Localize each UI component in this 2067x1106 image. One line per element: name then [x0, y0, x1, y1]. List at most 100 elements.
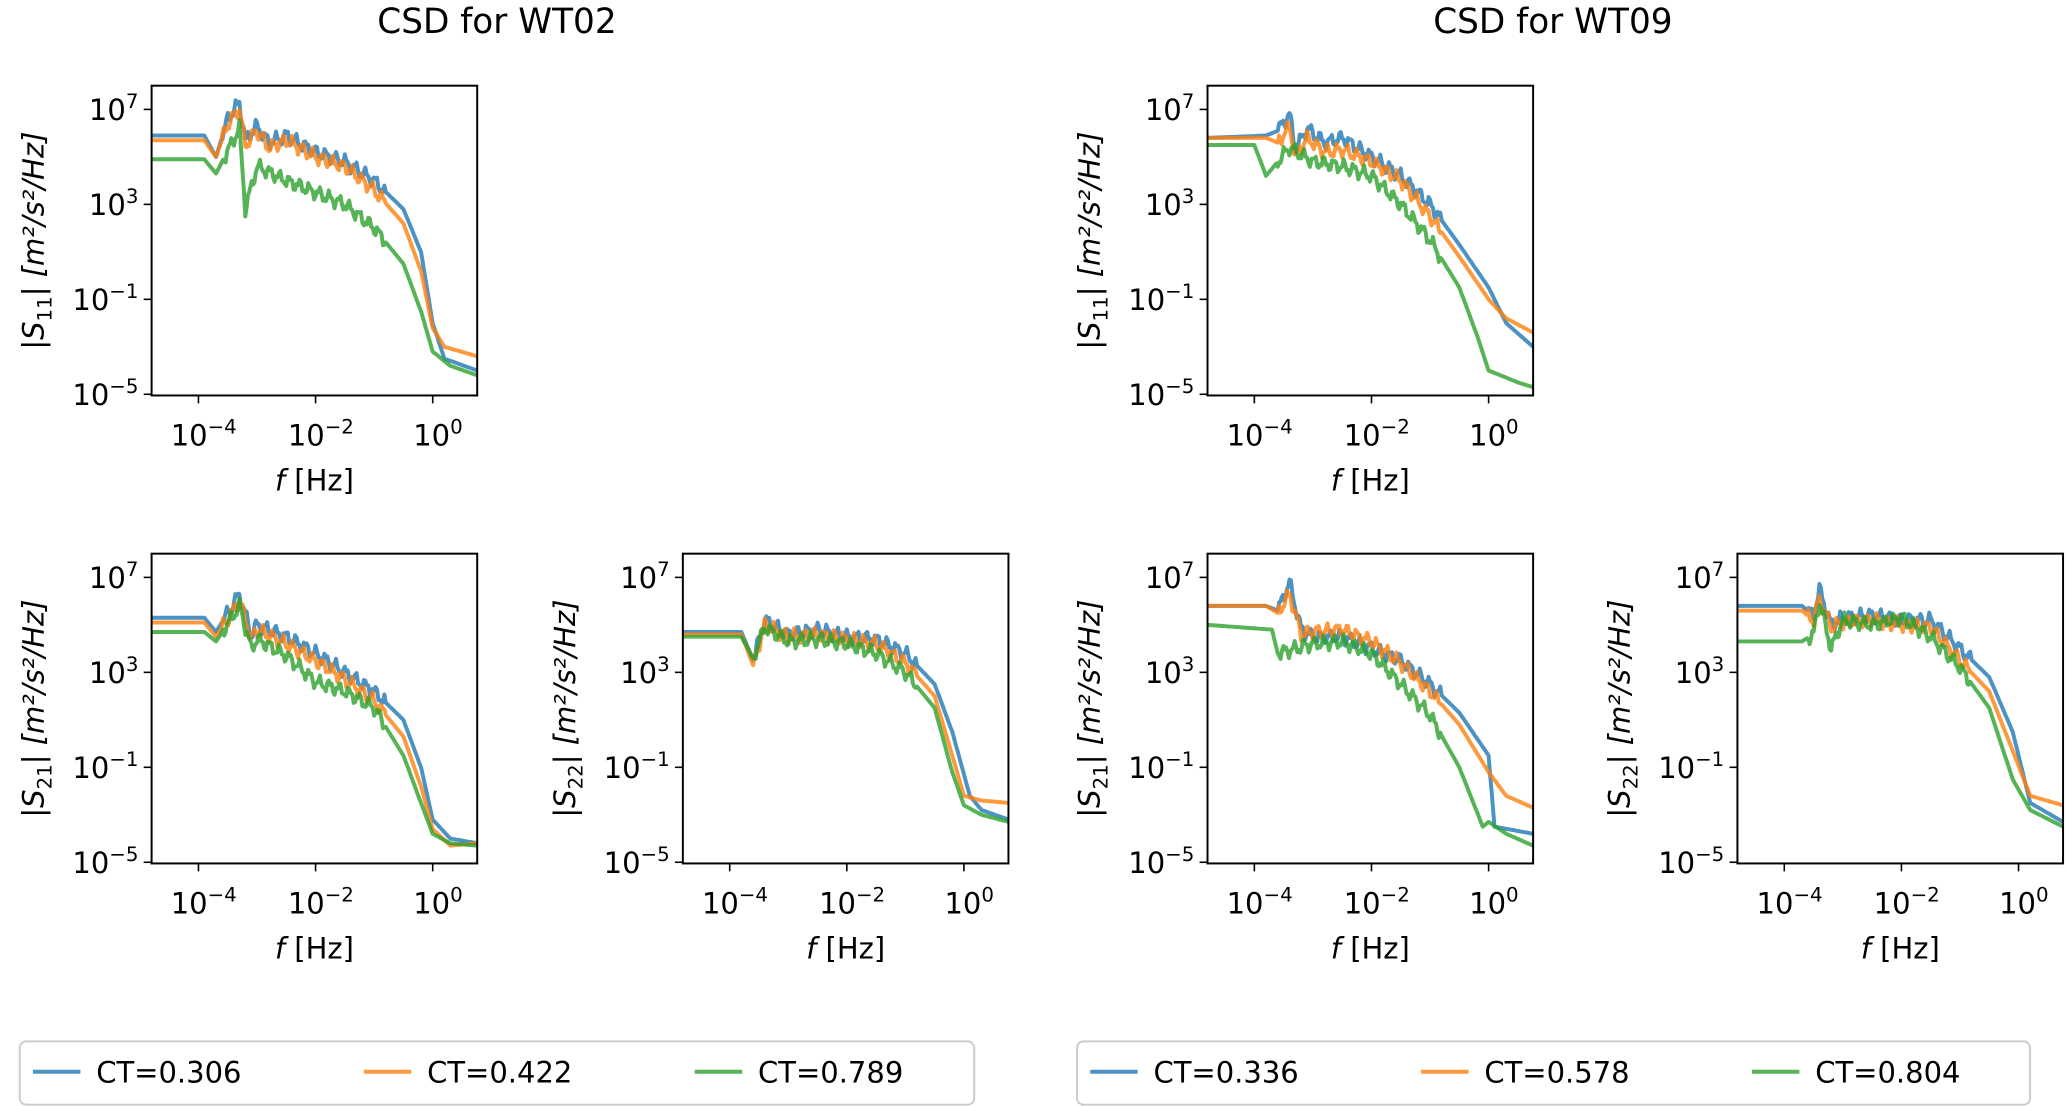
axes-frame — [150, 552, 479, 865]
y-tick-label: 10−5 — [1128, 843, 1194, 880]
tick-exponent: 0 — [450, 416, 463, 439]
tick-exponent: −1 — [1695, 748, 1724, 771]
legend-label: CT=0.578 — [1484, 1055, 1629, 1089]
y-label-bar: | — [1602, 745, 1636, 764]
x-label-unit: [Hz] — [1341, 463, 1410, 497]
series-line-CT=0.804 — [1207, 622, 1534, 848]
tick-exponent: −2 — [856, 884, 885, 907]
series-line-CT=0.336 — [1207, 111, 1534, 349]
x-tick-label: 10−4 — [171, 884, 237, 921]
tick-base: 10 — [1227, 887, 1264, 921]
x-tick-label: 10−2 — [1874, 884, 1940, 921]
y-label-subscript: 21 — [1089, 764, 1112, 789]
tick-base: 10 — [413, 887, 450, 921]
tick-base: 10 — [89, 656, 126, 690]
y-label-bar: | — [548, 808, 582, 818]
x-axis-label: f [Hz] — [1861, 931, 1940, 965]
x-label-unit: [Hz] — [1871, 931, 1940, 965]
series-lines — [1207, 111, 1534, 390]
x-tick-label: 10−4 — [1227, 884, 1293, 921]
x-tick-label: 100 — [413, 884, 462, 921]
series-line-CT=0.578 — [1737, 593, 2064, 808]
tick-base: 10 — [604, 846, 641, 880]
x-label-unit: [Hz] — [816, 931, 885, 965]
y-label-unit: [m²/s²/Hz] — [17, 131, 51, 277]
y-label-subscript: 11 — [1089, 296, 1112, 321]
x-tick-label: 100 — [1469, 416, 1518, 453]
y-tick-label: 107 — [89, 90, 138, 127]
y-tick-label: 10−1 — [72, 280, 138, 317]
x-label-unit: [Hz] — [285, 931, 354, 965]
tick-exponent: −4 — [1264, 416, 1293, 439]
series-line-CT=0.422 — [682, 616, 1009, 805]
tick-exponent: −2 — [325, 416, 354, 439]
tick-base: 10 — [1145, 656, 1182, 690]
legend-label: CT=0.422 — [427, 1055, 572, 1089]
series-line-CT=0.789 — [151, 596, 478, 848]
tick-exponent: −5 — [641, 843, 670, 866]
tick-base: 10 — [89, 561, 126, 595]
series-lines — [1737, 582, 2064, 829]
series-line-CT=0.422 — [151, 108, 478, 359]
tick-exponent: −5 — [109, 843, 138, 866]
series-line-CT=0.422 — [151, 600, 478, 848]
tick-base: 10 — [72, 283, 109, 317]
y-tick-label: 107 — [1145, 90, 1194, 127]
tick-exponent: 0 — [1506, 884, 1519, 907]
y-tick-label: 103 — [89, 185, 138, 222]
y-tick-label: 103 — [1675, 653, 1724, 690]
tick-base: 10 — [1128, 378, 1165, 412]
tick-base: 10 — [1757, 887, 1794, 921]
y-tick-label: 10−1 — [1658, 748, 1724, 785]
x-axis-label: f [Hz] — [806, 931, 885, 965]
tick-exponent: −2 — [325, 884, 354, 907]
x-tick-label: 10−2 — [288, 416, 354, 453]
tick-exponent: 3 — [1712, 653, 1725, 676]
tick-base: 10 — [620, 561, 657, 595]
y-tick-label: 103 — [89, 653, 138, 690]
tick-base: 10 — [288, 419, 325, 453]
tick-exponent: 3 — [1182, 653, 1195, 676]
tick-base: 10 — [72, 378, 109, 412]
tick-exponent: −2 — [1381, 416, 1410, 439]
y-label-bar: | — [17, 340, 51, 350]
series-line-CT=0.336 — [1207, 577, 1534, 836]
tick-base: 10 — [1128, 846, 1165, 880]
y-label-bar: | — [17, 277, 51, 296]
tick-exponent: −1 — [1165, 280, 1194, 303]
x-tick-label: 10−2 — [819, 884, 885, 921]
tick-base: 10 — [944, 887, 981, 921]
y-label-unit: [m²/s²/Hz] — [1072, 131, 1106, 277]
tick-base: 10 — [171, 419, 208, 453]
y-label-bar: | — [1072, 808, 1106, 818]
x-tick-label: 10−2 — [1344, 416, 1410, 453]
y-tick-label: 10−1 — [1128, 280, 1194, 317]
x-tick-label: 100 — [413, 416, 462, 453]
y-tick-label: 10−5 — [72, 843, 138, 880]
legend-box — [1076, 1040, 2032, 1106]
series-line-CT=0.578 — [1207, 120, 1534, 335]
x-tick-label: 100 — [1469, 884, 1518, 921]
series-line-CT=0.789 — [151, 118, 478, 378]
tick-base: 10 — [1469, 419, 1506, 453]
y-label-bar: | — [17, 808, 51, 818]
y-tick-label: 10−5 — [1128, 375, 1194, 412]
tick-base: 10 — [1128, 751, 1165, 785]
series-line-CT=0.578 — [1207, 588, 1534, 810]
legend-0: CT=0.306 CT=0.422 CT=0.789 — [18, 1040, 976, 1106]
axes-frame — [1206, 84, 1535, 397]
y-label-unit: [m²/s²/Hz] — [1602, 599, 1636, 745]
tick-exponent: 7 — [1182, 90, 1195, 113]
tick-exponent: 0 — [2036, 884, 2049, 907]
y-tick-label: 10−5 — [1658, 843, 1724, 880]
y-axis-label: |S21| [m²/s²/Hz] — [17, 599, 57, 817]
tick-exponent: −4 — [208, 416, 237, 439]
group-title-wt09: CSD for WT09 — [1433, 2, 1672, 42]
tick-base: 10 — [1658, 751, 1695, 785]
series-line-CT=0.789 — [682, 623, 1009, 824]
tick-base: 10 — [288, 887, 325, 921]
tick-exponent: 0 — [1506, 416, 1519, 439]
